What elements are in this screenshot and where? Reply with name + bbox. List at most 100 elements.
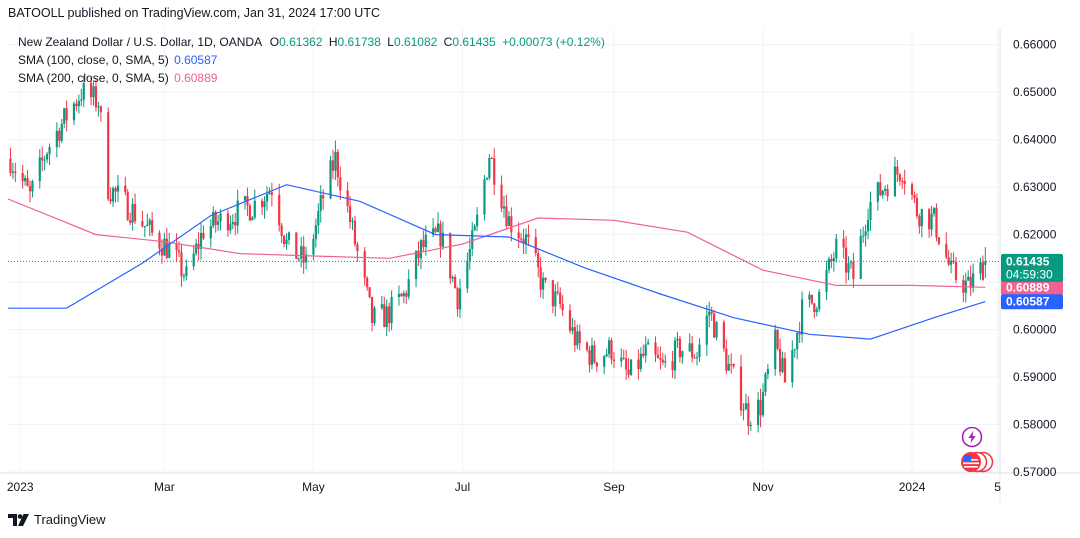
candle-body [129,220,132,223]
candle-body [715,322,718,338]
candle-body [348,206,352,222]
tradingview-footer[interactable]: TradingView [8,512,106,527]
chart-area[interactable]: 0.66000 0.65000 0.64000 0.63000 0.62000 0.610… [0,28,1080,502]
candle-body [485,178,488,180]
sma100-badge-bg [1001,294,1063,310]
candle-body [664,361,667,363]
candle-body [776,330,779,349]
candle-body [681,351,684,358]
candle-body [414,250,418,280]
candle-body [520,238,523,240]
candle-body [65,108,68,121]
candle-body [835,238,838,259]
candle-body [441,232,445,247]
y-tick-label: 0.62000 [1013,228,1057,242]
candle-body [757,399,760,425]
sma200-badge: 0.60889 [1006,280,1050,294]
candle-body [783,358,787,383]
x-tick-label: 2023 [7,480,34,494]
candle-body [932,207,936,214]
time-axis[interactable]: 2023 Mar May Jul Sep Nov 2024 5 [7,480,1001,494]
candle-body [898,174,901,181]
candle-body [231,222,234,225]
candle-body [500,184,503,209]
change-value: +0.00073 (+0.12%) [502,35,605,49]
candle-body [282,235,286,244]
candle-body [639,353,642,369]
candle-body [24,178,27,182]
sma200-legend[interactable]: SMA (200, close, 0, SMA, 5) 0.60889 [18,71,217,85]
candle-body [434,228,437,232]
candle-body [432,228,435,235]
candle-body [576,331,579,346]
candle-body [950,260,953,265]
candle-body [710,311,713,314]
price-chart[interactable]: 0.66000 0.65000 0.64000 0.63000 0.62000 0.610… [0,28,1080,502]
candle-body [38,157,41,182]
candle-body [476,214,479,226]
candle-body [226,213,230,231]
candle-body [796,332,799,350]
candle-body [43,159,46,161]
tradingview-brand: TradingView [34,512,106,527]
candle-body [175,243,178,251]
candle-body [984,261,987,265]
candle-body [607,340,611,355]
candle-body [866,220,870,232]
sma100-label: SMA (100, close, 0, SMA, 5) [18,53,169,67]
candle-body [297,258,300,260]
candle-body [388,306,391,324]
candle-body [661,359,664,363]
us-flag-icon[interactable] [960,451,994,473]
candle-body [209,226,212,239]
close-value: 0.61435 [452,35,496,49]
candle-body [160,248,164,256]
candle-body [168,243,171,258]
y-tick-label: 0.57000 [1013,465,1057,479]
candle-body [505,206,508,226]
y-tick-label: 0.59000 [1013,370,1057,384]
candle-body [251,217,254,221]
candle-body [585,343,589,350]
candle-body [493,158,496,185]
candle-body [507,216,510,226]
lightning-icon[interactable] [961,426,983,448]
candle-body [928,209,931,230]
candle-body [373,307,376,324]
candle-body [451,276,454,279]
candle-body [559,292,562,305]
candle-body [80,99,83,101]
candle-body [143,225,146,227]
candle-body [148,220,151,225]
candle-body [742,409,745,411]
candle-body [261,200,264,208]
candle-body [331,160,335,171]
candle-body [693,357,696,359]
candle-body [60,123,63,141]
candle-body [466,260,469,289]
candle-body [55,130,58,147]
y-tick-label: 0.60000 [1013,323,1057,337]
last-price-badge-bg [1001,253,1063,282]
candle-body [63,108,66,124]
candle-body [89,83,93,98]
candle-body [58,130,61,141]
candle-body [896,166,899,175]
symbol-legend[interactable]: New Zealand Dollar / U.S. Dollar, 1D, OA… [18,35,605,49]
candle-body [688,343,691,352]
candle-body [317,210,320,226]
candle-body [234,222,237,226]
axis-lines [0,28,1080,502]
last-price-badge: 0.61435 [1006,254,1050,268]
candle-body [9,158,12,173]
x-tick-label: May [302,480,325,494]
candle-body [967,276,970,281]
sma100-legend[interactable]: SMA (100, close, 0, SMA, 5) 0.60587 [18,53,217,67]
symbol-name: New Zealand Dollar / U.S. Dollar, 1D, OA… [18,35,262,49]
candle-body [913,194,916,198]
candle-body [304,254,308,263]
candle-body [510,216,513,233]
candle-body [571,327,574,331]
candle-body [458,288,462,310]
